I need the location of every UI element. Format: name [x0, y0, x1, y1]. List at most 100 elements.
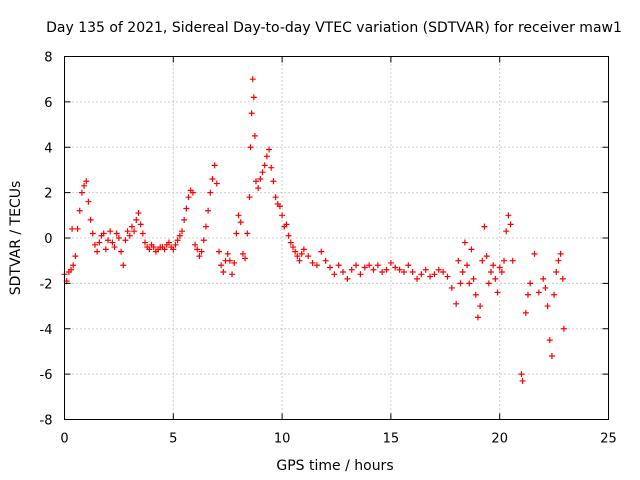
data-point	[198, 248, 205, 255]
data-point	[266, 146, 273, 153]
data-point	[519, 377, 526, 384]
data-point	[494, 289, 501, 296]
data-point	[224, 250, 231, 257]
data-point	[255, 185, 262, 192]
data-point	[285, 232, 292, 239]
data-point	[235, 212, 242, 219]
data-point	[244, 230, 251, 237]
data-point	[405, 262, 412, 269]
data-point	[207, 189, 214, 196]
data-point	[259, 169, 266, 176]
data-point	[483, 253, 490, 260]
data-point	[194, 246, 201, 253]
data-point	[501, 257, 508, 264]
data-point	[231, 259, 238, 266]
data-point	[461, 239, 468, 246]
data-point	[296, 257, 303, 264]
data-point	[109, 239, 116, 246]
data-point	[276, 203, 283, 210]
data-point	[218, 262, 225, 269]
data-point	[213, 180, 220, 187]
data-point	[128, 223, 135, 230]
data-point	[249, 76, 256, 83]
data-point	[139, 230, 146, 237]
data-point	[292, 248, 299, 255]
x-tick-label: 5	[169, 432, 177, 447]
data-point	[220, 269, 227, 276]
data-point	[557, 250, 564, 257]
data-point	[361, 264, 368, 271]
data-point	[133, 216, 140, 223]
data-point	[479, 257, 486, 264]
data-point	[313, 262, 320, 269]
data-point	[340, 269, 347, 276]
data-point	[239, 250, 246, 257]
data-point	[183, 205, 190, 212]
data-point	[344, 275, 351, 282]
data-point	[165, 239, 172, 246]
data-point	[322, 257, 329, 264]
x-axis-label: GPS time / hours	[276, 458, 393, 474]
data-point	[251, 132, 258, 139]
data-point	[485, 280, 492, 287]
data-point	[215, 248, 222, 255]
data-point	[294, 253, 301, 260]
data-point	[353, 262, 360, 269]
x-tick-label: 10	[274, 432, 291, 447]
y-tick-label: -2	[40, 277, 53, 292]
data-point	[468, 246, 475, 253]
data-point	[298, 250, 305, 257]
data-point	[146, 246, 153, 253]
y-tick-label: 2	[44, 187, 52, 202]
data-point	[192, 241, 199, 248]
data-point	[548, 352, 555, 359]
data-point	[137, 221, 144, 228]
data-point	[115, 235, 122, 241]
data-point	[126, 232, 133, 239]
data-point	[211, 162, 218, 169]
data-point	[179, 228, 186, 235]
grid-lines	[64, 56, 609, 420]
data-point	[100, 230, 107, 237]
data-point	[300, 246, 307, 253]
data-point	[263, 153, 270, 160]
data-point	[68, 266, 75, 273]
data-point	[181, 216, 188, 223]
data-point	[252, 178, 259, 185]
y-axis-label: SDTVAR / TECUs	[8, 181, 24, 296]
data-point	[87, 216, 94, 223]
y-tick-label: -4	[40, 323, 53, 338]
y-tick-label: -8	[40, 414, 53, 429]
data-point	[131, 228, 138, 235]
data-point	[559, 275, 566, 282]
data-point	[226, 257, 233, 264]
data-point	[107, 228, 114, 235]
data-point	[366, 262, 373, 269]
data-point	[250, 94, 257, 101]
data-point	[233, 230, 240, 237]
data-point	[248, 110, 255, 117]
y-tick-label: -6	[40, 368, 53, 383]
data-point	[176, 232, 183, 239]
data-point	[555, 257, 562, 264]
data-point	[283, 221, 290, 228]
data-point	[70, 262, 77, 269]
data-point	[422, 266, 429, 273]
data-point	[309, 259, 316, 266]
x-tick-label: 15	[383, 432, 400, 447]
data-point	[431, 271, 438, 278]
data-point	[540, 275, 547, 282]
data-point	[272, 194, 279, 201]
data-point	[326, 264, 333, 271]
data-point	[237, 219, 244, 226]
data-point	[560, 325, 567, 332]
data-point	[464, 262, 471, 269]
data-point	[427, 273, 434, 280]
data-point	[357, 271, 364, 278]
data-point	[509, 257, 516, 264]
x-tick-label: 25	[600, 432, 617, 447]
data-point	[102, 246, 109, 253]
data-point	[91, 241, 98, 248]
data-point	[492, 275, 499, 282]
